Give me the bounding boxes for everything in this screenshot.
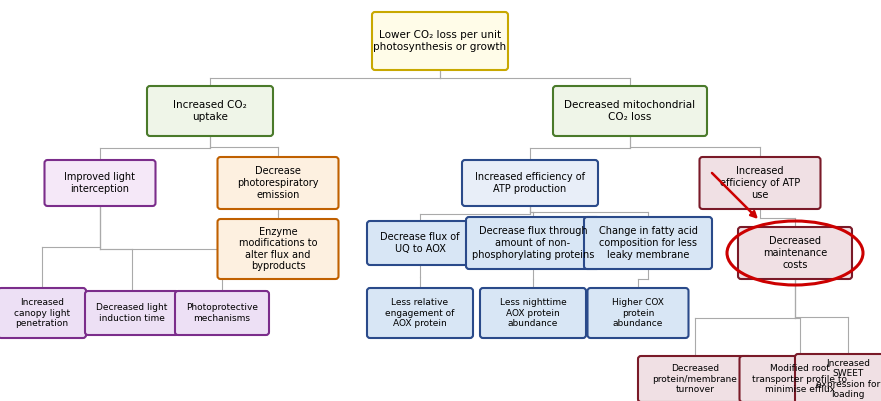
Text: Increased
SWEET
expression for
loading: Increased SWEET expression for loading	[816, 359, 880, 399]
Text: Less nighttime
AOX protein
abundance: Less nighttime AOX protein abundance	[500, 298, 566, 328]
FancyBboxPatch shape	[462, 160, 598, 206]
FancyBboxPatch shape	[738, 227, 852, 279]
FancyBboxPatch shape	[553, 86, 707, 136]
Text: Less relative
engagement of
AOX protein: Less relative engagement of AOX protein	[385, 298, 455, 328]
FancyBboxPatch shape	[638, 356, 752, 401]
Text: Increased
canopy light
penetration: Increased canopy light penetration	[14, 298, 70, 328]
FancyBboxPatch shape	[45, 160, 156, 206]
Text: Decrease
photorespiratory
emission: Decrease photorespiratory emission	[237, 166, 319, 200]
FancyBboxPatch shape	[584, 217, 712, 269]
Text: Lower CO₂ loss per unit
photosynthesis or growth: Lower CO₂ loss per unit photosynthesis o…	[374, 30, 507, 52]
Text: Photoprotective
mechanisms: Photoprotective mechanisms	[186, 303, 258, 323]
FancyBboxPatch shape	[588, 288, 688, 338]
Text: Improved light
interception: Improved light interception	[64, 172, 136, 194]
Text: Modified root
transporter profile to
minimise efflux: Modified root transporter profile to min…	[752, 364, 848, 394]
FancyBboxPatch shape	[147, 86, 273, 136]
FancyBboxPatch shape	[466, 217, 600, 269]
Text: Increased CO₂
uptake: Increased CO₂ uptake	[174, 100, 247, 122]
Text: Decreased mitochondrial
CO₂ loss: Decreased mitochondrial CO₂ loss	[565, 100, 696, 122]
FancyBboxPatch shape	[700, 157, 820, 209]
Text: Enzyme
modifications to
alter flux and
byproducts: Enzyme modifications to alter flux and b…	[239, 227, 317, 271]
Text: Decreased light
induction time: Decreased light induction time	[96, 303, 167, 323]
Text: Increased
efficiency of ATP
use: Increased efficiency of ATP use	[720, 166, 800, 200]
FancyBboxPatch shape	[372, 12, 508, 70]
FancyBboxPatch shape	[739, 356, 861, 401]
FancyBboxPatch shape	[367, 288, 473, 338]
Text: Change in fatty acid
composition for less
leaky membrane: Change in fatty acid composition for les…	[598, 227, 698, 259]
Text: Increased efficiency of
ATP production: Increased efficiency of ATP production	[475, 172, 585, 194]
FancyBboxPatch shape	[367, 221, 473, 265]
FancyBboxPatch shape	[85, 291, 179, 335]
Text: Higher COX
protein
abundance: Higher COX protein abundance	[612, 298, 664, 328]
Text: Decrease flux of
UQ to AOX: Decrease flux of UQ to AOX	[381, 232, 460, 254]
Text: Decrease flux through
amount of non-
phosphorylating proteins: Decrease flux through amount of non- pho…	[472, 227, 594, 259]
FancyBboxPatch shape	[218, 157, 338, 209]
Text: Decreased
protein/membrane
turnover: Decreased protein/membrane turnover	[653, 364, 737, 394]
Text: Decreased
maintenance
costs: Decreased maintenance costs	[763, 237, 827, 269]
FancyBboxPatch shape	[218, 219, 338, 279]
FancyBboxPatch shape	[175, 291, 269, 335]
FancyBboxPatch shape	[0, 288, 86, 338]
FancyBboxPatch shape	[480, 288, 586, 338]
FancyBboxPatch shape	[795, 354, 881, 401]
